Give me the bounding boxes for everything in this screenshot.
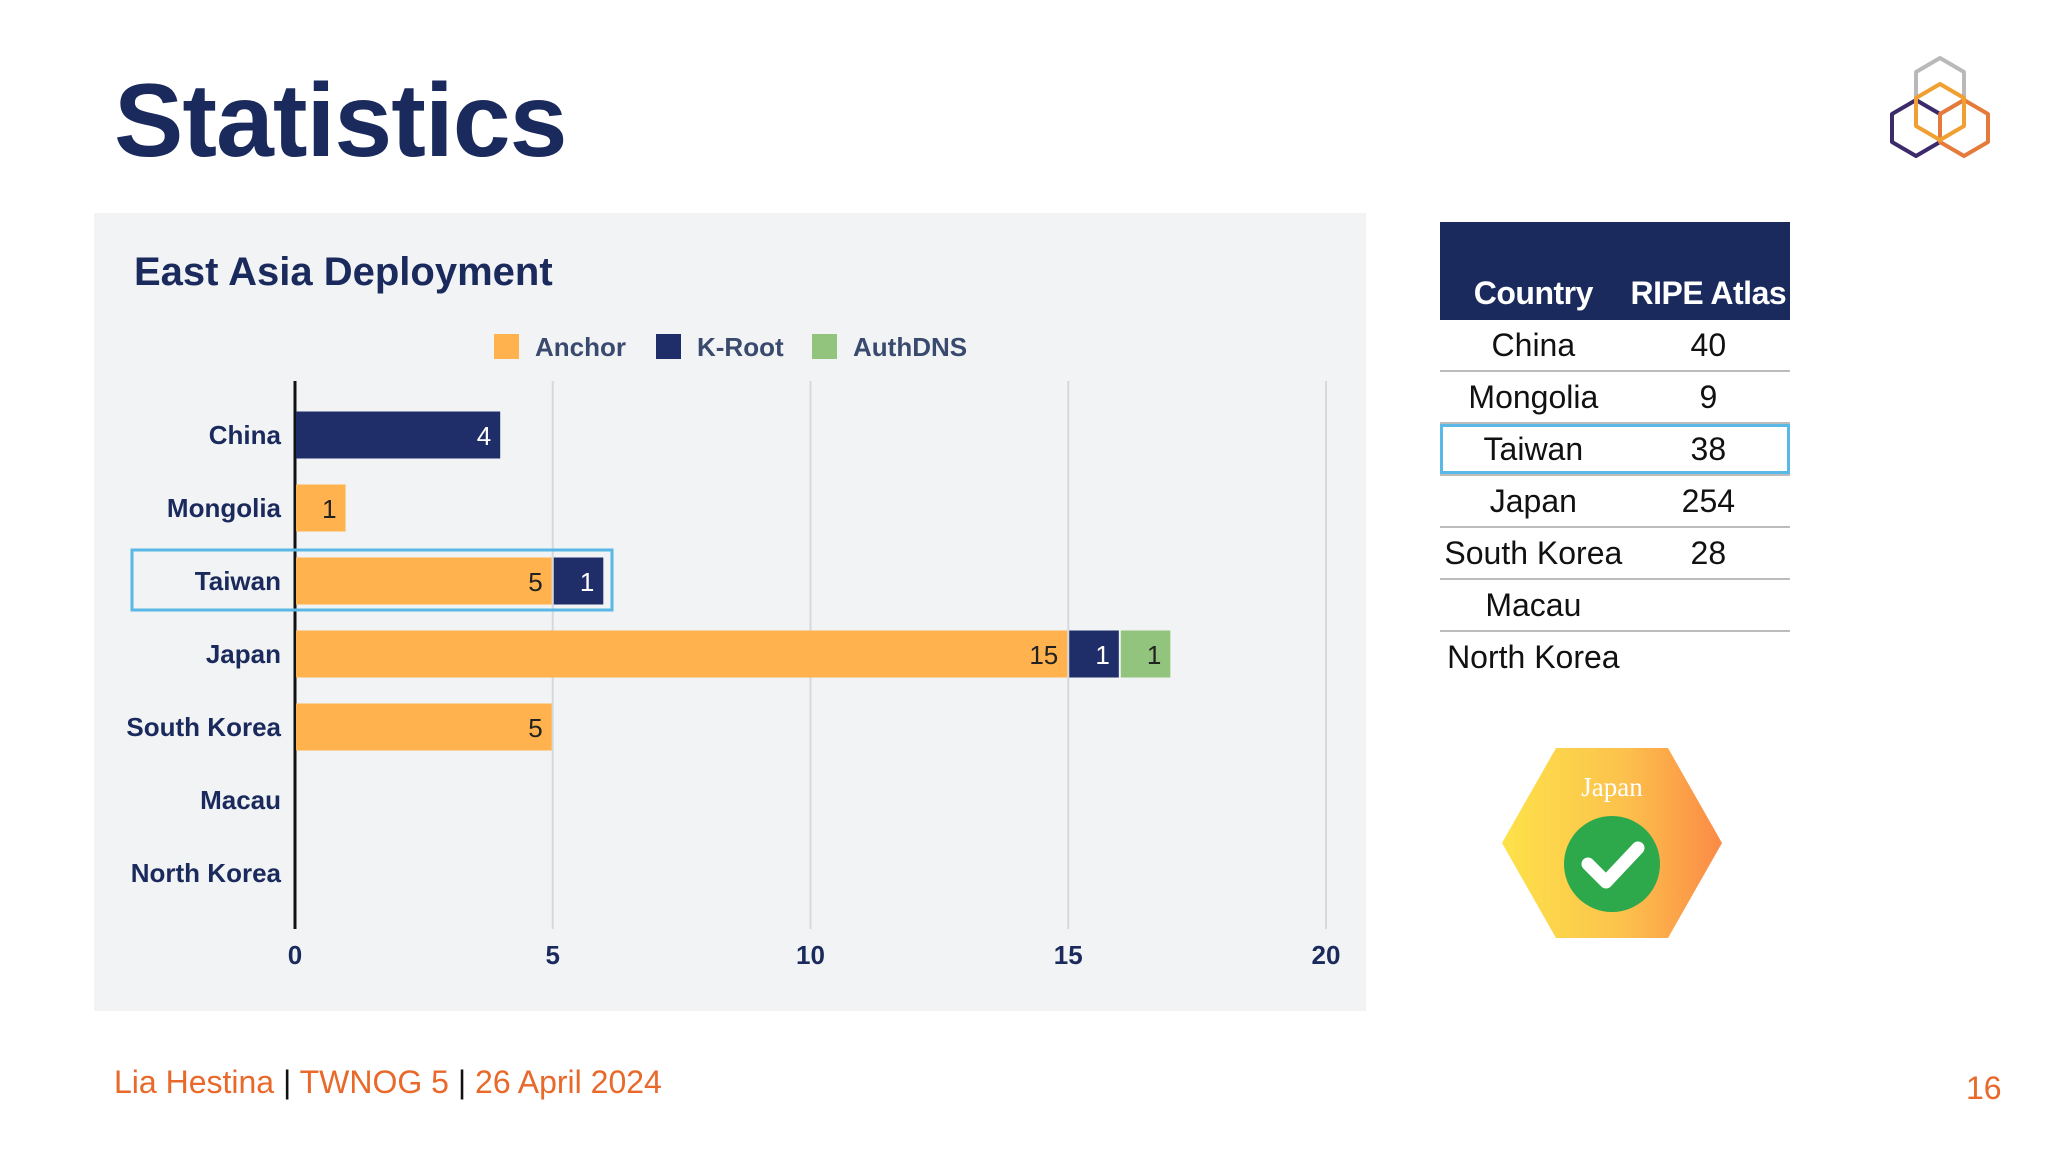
- category-label: Taiwan: [195, 566, 281, 596]
- data-label: 1: [580, 567, 594, 597]
- category-label: Macau: [200, 785, 281, 815]
- ripe-atlas-table: Country RIPE Atlas China 40 Mongolia 9 T…: [1440, 222, 1790, 682]
- bar-segment: [296, 484, 346, 532]
- bar-segment: [1120, 630, 1171, 678]
- table-row: Japan 254: [1440, 475, 1790, 528]
- table-cell-country: North Korea: [1447, 638, 1620, 675]
- footer-author: Lia Hestina: [114, 1064, 275, 1100]
- table-cell-country: Macau: [1440, 579, 1627, 632]
- data-label: 4: [477, 421, 491, 451]
- table-row-highlighted: Taiwan 38: [1440, 423, 1790, 476]
- legend-label: AuthDNS: [853, 332, 967, 362]
- table-row: North Korea: [1440, 631, 1790, 682]
- bar-segment: [553, 557, 604, 605]
- bar-segment: [296, 557, 552, 605]
- category-label: Japan: [206, 639, 281, 669]
- table-row: Mongolia 9: [1440, 371, 1790, 424]
- table-cell-country: Mongolia: [1440, 371, 1627, 424]
- chart-bars: 415 115 1 15: [130, 411, 1171, 751]
- bar-segment: [296, 630, 1068, 678]
- chart-category-labels: China Mongolia Taiwan Japan South Korea Macau…: [126, 420, 281, 888]
- bar-segment: [1069, 630, 1119, 678]
- category-label: Mongolia: [167, 493, 282, 523]
- data-label: 1: [1095, 640, 1109, 670]
- legend-swatch: [812, 334, 837, 359]
- footer-date: 26 April 2024: [475, 1064, 662, 1100]
- bar-segment: [296, 411, 501, 459]
- table-cell-atlas: [1626, 579, 1790, 632]
- ripe-ncc-logo-icon: [1890, 56, 1990, 158]
- table-row: Macau: [1440, 579, 1790, 632]
- x-tick-label: 0: [288, 940, 302, 970]
- chart-panel: East Asia Deployment Anchor K-Root AuthDNS…: [94, 213, 1366, 1011]
- highlight-box: [130, 548, 614, 612]
- data-label: 5: [528, 567, 542, 597]
- footer-separator: |: [282, 1064, 292, 1100]
- table-cell-country: South Korea: [1440, 527, 1627, 580]
- table-header-country: Country: [1440, 222, 1627, 320]
- table-cell-country: Japan: [1440, 475, 1627, 528]
- data-label: 15: [1029, 640, 1058, 670]
- footer: Lia Hestina | TWNOG 5 | 26 April 2024: [114, 1064, 662, 1101]
- slide-title: Statistics: [114, 63, 567, 179]
- x-tick-label: 20: [1312, 940, 1341, 970]
- data-label: 1: [1147, 640, 1161, 670]
- table-row: China 40: [1440, 320, 1790, 372]
- table-cell-atlas: [1627, 631, 1790, 682]
- japan-badge: Japan: [1502, 748, 1722, 938]
- check-circle-icon: [1564, 816, 1660, 912]
- table-cell-atlas: 9: [1626, 371, 1790, 424]
- legend-label: K-Root: [697, 332, 784, 362]
- x-tick-label: 10: [796, 940, 825, 970]
- table-cell-atlas: 38: [1626, 423, 1790, 476]
- data-label: 5: [528, 713, 542, 743]
- chart-legend: Anchor K-Root AuthDNS: [494, 332, 967, 362]
- category-label: North Korea: [131, 858, 282, 888]
- data-label: 1: [322, 494, 336, 524]
- badge-label: Japan: [1581, 772, 1643, 802]
- table-cell-atlas: 28: [1626, 527, 1790, 580]
- table-cell-atlas: 254: [1626, 475, 1790, 528]
- table-header-ripe-atlas: RIPE Atlas: [1626, 222, 1790, 320]
- east-asia-deployment-chart: East Asia Deployment Anchor K-Root AuthDNS…: [126, 250, 1341, 970]
- table-cell-atlas: 40: [1626, 320, 1790, 372]
- x-tick-label: 15: [1054, 940, 1083, 970]
- legend-swatch: [656, 334, 681, 359]
- footer-separator: |: [457, 1064, 467, 1100]
- table-row: South Korea 28: [1440, 527, 1790, 580]
- x-tick-label: 5: [546, 940, 560, 970]
- chart-title: East Asia Deployment: [134, 250, 553, 294]
- table-cell-country: Taiwan: [1440, 423, 1627, 476]
- chart-x-ticks: 0 5 10 15 20: [288, 940, 1341, 970]
- footer-event: TWNOG 5: [299, 1064, 449, 1100]
- legend-label: Anchor: [535, 332, 626, 362]
- legend-swatch: [494, 334, 519, 359]
- page-number: 16: [1966, 1070, 2002, 1106]
- check-icon: [1581, 841, 1645, 889]
- table-header-row: Country RIPE Atlas: [1440, 222, 1790, 320]
- category-label: South Korea: [126, 712, 281, 742]
- table-cell-country: China: [1440, 320, 1627, 372]
- category-label: China: [209, 420, 282, 450]
- bar-segment: [296, 703, 552, 751]
